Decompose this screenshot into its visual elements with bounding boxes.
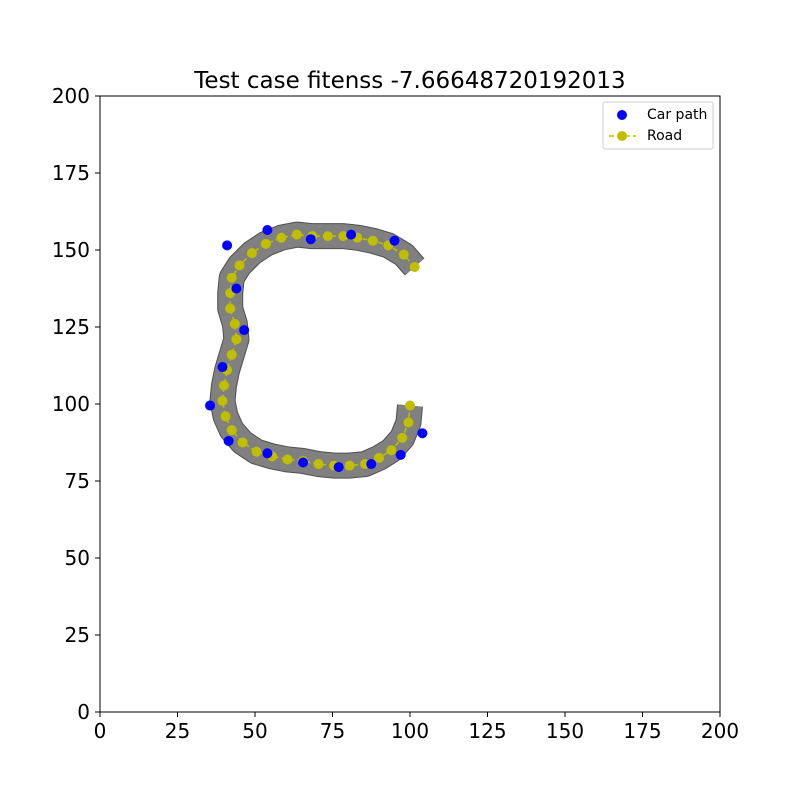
car-path-point [333,462,344,473]
y-axis: 0 25 50 75 100 125 150 175 200 [52,84,100,724]
legend: Car path Road [602,101,714,150]
road-point [313,459,324,470]
road-point [386,445,397,456]
car-path-point [222,240,233,251]
y-tick-label: 125 [52,315,90,339]
y-tick-label: 100 [52,392,90,416]
x-tick-label: 50 [242,719,267,743]
legend-box [602,101,714,150]
x-tick-label: 125 [468,719,506,743]
road-point [231,334,242,345]
car-path-point [389,235,400,246]
car-path-point [262,448,273,459]
legend-road-label: Road [647,128,682,144]
road-point [260,238,271,249]
car-path-point [417,428,428,439]
car-path-point [298,457,309,468]
x-tick-label: 175 [623,719,661,743]
road-point [226,349,237,360]
road-point [367,235,378,246]
x-tick-label: 150 [546,719,584,743]
car-path-point [217,362,228,373]
car-path-point [205,400,216,411]
road-point [398,249,409,260]
road-point [338,231,349,242]
road-point [217,395,228,406]
x-tick-label: 0 [94,719,107,743]
car-path-layer [205,224,428,473]
road-point [219,380,229,391]
y-tick-label: 175 [52,161,90,185]
car-path-point [231,283,242,294]
x-axis: 0 25 50 75 100 125 150 175 200 [94,712,739,743]
car-path-point [305,234,316,245]
legend-car-path-label: Car path [647,107,707,123]
road-point [276,232,287,243]
road-point [291,229,302,240]
road-point [322,231,333,242]
y-tick-label: 75 [65,469,90,493]
y-tick-label: 50 [65,546,90,570]
x-tick-label: 100 [391,719,429,743]
road-point [397,432,408,443]
road-point [226,425,237,436]
road-point [220,411,231,422]
car-path-point [366,459,377,470]
car-path-point [239,325,250,336]
y-tick-label: 200 [52,84,90,108]
road-point [229,318,240,329]
car-path-point [262,224,273,235]
road-point [234,260,245,271]
x-tick-label: 200 [701,719,739,743]
road-point [226,272,237,283]
road-point [405,400,415,411]
y-tick-label: 25 [65,623,90,647]
x-tick-label: 25 [165,719,190,743]
chart-title: Test case fitenss -7.66648720192013 [193,68,625,94]
road-point [225,303,236,314]
legend-road-marker [617,131,627,141]
road-point [246,248,257,259]
road-point [282,454,293,465]
car-path-point [395,449,406,460]
road-point [251,446,262,457]
y-tick-label: 150 [52,238,90,262]
x-tick-label: 75 [320,719,345,743]
legend-car-path-marker [617,110,627,120]
road-point [403,417,414,428]
road-point [344,460,355,471]
road-point [409,261,420,272]
car-path-point [223,435,234,446]
y-tick-label: 0 [77,700,90,724]
road-point [237,437,248,448]
road-point [374,452,384,463]
car-path-point [346,229,357,240]
